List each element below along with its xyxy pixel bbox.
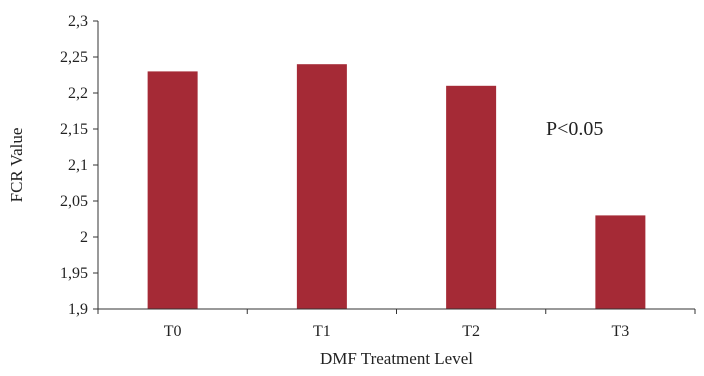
x-tick-label: T0	[164, 323, 182, 340]
x-tick-label: T3	[611, 323, 629, 340]
y-tick-label: 2,1	[68, 157, 88, 174]
bar-t2	[446, 85, 497, 309]
y-axis-title: FCR Value	[7, 128, 26, 203]
y-tick-label: 1,9	[68, 301, 88, 318]
y-tick-label: 2,2	[68, 85, 88, 102]
x-tick-label: T2	[462, 323, 480, 340]
x-axis-title: DMF Treatment Level	[320, 349, 473, 368]
x-axis-ticks: T0 T1 T2 T3	[97, 309, 696, 340]
x-tick-label: T1	[313, 323, 331, 340]
y-tick-label: 2,25	[60, 49, 88, 66]
significance-annotation: P<0.05	[546, 118, 603, 140]
bar-series	[147, 64, 646, 310]
y-tick-label: 1,95	[60, 265, 88, 282]
y-tick-label: 2	[80, 229, 88, 246]
bar-t0	[147, 71, 198, 310]
y-tick-label: 2,3	[68, 13, 88, 30]
y-tick-label: 2,05	[60, 193, 88, 210]
bar-t3	[595, 215, 646, 309]
y-tick-label: 2,15	[60, 121, 88, 138]
y-axis-ticks: 1,9 1,95 2 2,05 2,1 2,15 2,2 2,25 2,3	[60, 13, 98, 318]
bar-t1	[296, 64, 347, 309]
